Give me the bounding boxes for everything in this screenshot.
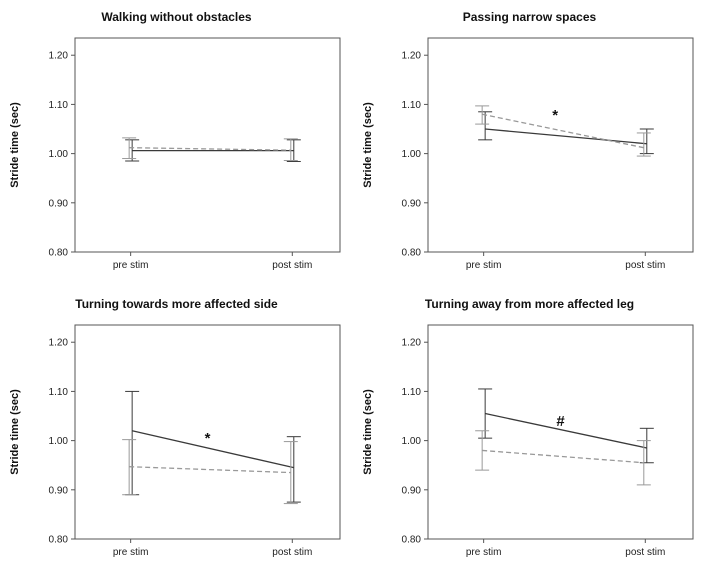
chart-title: Passing narrow spaces bbox=[462, 10, 597, 24]
y-tick-label: 0.90 bbox=[402, 198, 422, 209]
y-tick-label: 0.80 bbox=[402, 248, 422, 259]
chart-canvas: 1.20 1.10 1.00 0.90 0.80 pre stim post stim Str… bbox=[9, 37, 341, 271]
x-tick-label: post stim bbox=[272, 260, 312, 271]
chart-panel-2: Passing narrow spaces 1.20 1.10 1.00 0.90 0.8… bbox=[353, 0, 706, 287]
series-line-solid bbox=[485, 128, 647, 145]
series-line-dashed bbox=[482, 113, 644, 149]
series-line-solid bbox=[132, 430, 294, 469]
chart-title: Turning towards more affected side bbox=[75, 297, 278, 311]
y-tick-label: 1.20 bbox=[402, 51, 422, 62]
y-tick-label: 1.10 bbox=[402, 100, 422, 111]
y-axis-label: Stride time (sec) bbox=[9, 389, 21, 475]
y-tick-label: 0.80 bbox=[402, 535, 422, 546]
y-tick-label: 0.80 bbox=[49, 248, 69, 259]
x-tick-label: post stim bbox=[625, 260, 665, 271]
y-axis-label: Stride time (sec) bbox=[362, 389, 374, 475]
series-line-solid bbox=[485, 412, 647, 449]
y-tick-label: 1.20 bbox=[402, 338, 422, 349]
y-tick-label: 1.00 bbox=[49, 436, 69, 447]
y-tick-label: 0.90 bbox=[49, 198, 69, 209]
y-tick-label: 0.90 bbox=[402, 485, 422, 496]
chart-panel-1: Walking without obstacles 1.20 1.10 1.00 0.9… bbox=[0, 0, 353, 287]
y-tick-label: 1.10 bbox=[49, 100, 69, 111]
plot-frame bbox=[74, 37, 341, 253]
chart-panel-4: Turning away from more affected leg 1.20 1… bbox=[353, 287, 706, 575]
y-tick-label: 1.00 bbox=[402, 149, 422, 160]
chart-canvas: 1.20 1.10 1.00 0.90 0.80 pre stim post stim Str… bbox=[362, 324, 694, 558]
y-tick-label: 1.20 bbox=[49, 51, 69, 62]
chart-title: Walking without obstacles bbox=[101, 10, 252, 24]
plot-frame bbox=[74, 324, 341, 540]
series-line-dashed bbox=[482, 449, 644, 464]
y-tick-label: 0.90 bbox=[49, 485, 69, 496]
significance-marker: * bbox=[552, 107, 558, 124]
x-tick-label: pre stim bbox=[113, 260, 149, 271]
y-tick-label: 1.20 bbox=[49, 338, 69, 349]
significance-marker: # bbox=[556, 413, 565, 430]
y-axis-label: Stride time (sec) bbox=[362, 102, 374, 188]
x-tick-label: pre stim bbox=[113, 547, 149, 558]
series-line-dashed bbox=[129, 147, 291, 151]
chart-title: Turning away from more affected leg bbox=[424, 297, 635, 311]
y-tick-label: 1.00 bbox=[49, 149, 69, 160]
y-tick-label: 1.10 bbox=[49, 387, 69, 398]
plot-frame bbox=[427, 324, 694, 540]
chart-canvas: 1.20 1.10 1.00 0.90 0.80 pre stim post stim Str… bbox=[362, 37, 694, 271]
chart-panel-3: Turning towards more affected side 1.20 1.… bbox=[0, 287, 353, 575]
significance-marker: * bbox=[205, 430, 211, 447]
x-tick-label: pre stim bbox=[466, 260, 502, 271]
series-line-dashed bbox=[129, 466, 291, 474]
x-tick-label: pre stim bbox=[466, 547, 502, 558]
y-axis-label: Stride time (sec) bbox=[9, 102, 21, 188]
plot-frame bbox=[427, 37, 694, 253]
x-tick-label: post stim bbox=[625, 547, 665, 558]
chart-canvas: 1.20 1.10 1.00 0.90 0.80 pre stim post stim Str… bbox=[9, 324, 341, 558]
y-tick-label: 1.00 bbox=[402, 436, 422, 447]
x-tick-label: post stim bbox=[272, 547, 312, 558]
y-tick-label: 0.80 bbox=[49, 535, 69, 546]
y-tick-label: 1.10 bbox=[402, 387, 422, 398]
